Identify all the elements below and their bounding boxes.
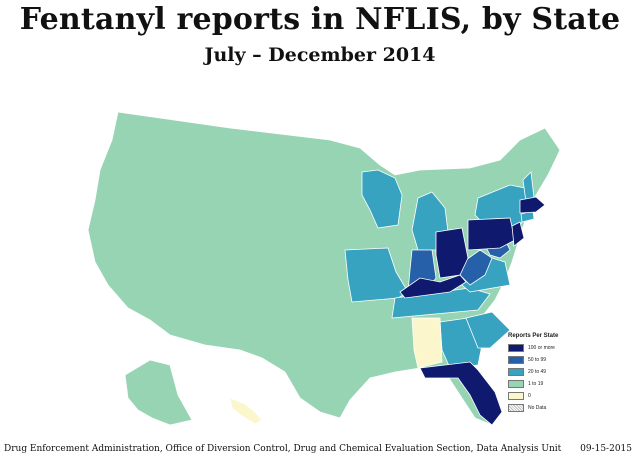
footer: Drug Enforcement Administration, Office … bbox=[4, 444, 636, 454]
state-pennsylvania bbox=[467, 217, 516, 251]
state-new-jersey bbox=[511, 221, 525, 247]
legend-label: No Data bbox=[528, 405, 547, 411]
state-florida bbox=[419, 361, 503, 426]
legend-swatch bbox=[508, 356, 524, 364]
legend-swatch bbox=[508, 368, 524, 376]
legend-item-100-or-more: 100 or more bbox=[508, 342, 578, 354]
state-hawaii bbox=[229, 397, 263, 425]
footer-source: Drug Enforcement Administration, Office … bbox=[4, 444, 562, 454]
state-kentucky bbox=[399, 274, 467, 299]
legend-item-1-to-19: 1 to 19 bbox=[508, 378, 578, 390]
legend-label: 1 to 19 bbox=[528, 381, 544, 387]
legend-item-50-to-99: 50 to 99 bbox=[508, 354, 578, 366]
legend-label: 0 bbox=[528, 393, 531, 399]
legend-swatch bbox=[508, 380, 524, 388]
legend-item-0: 0 bbox=[508, 390, 578, 402]
legend-label: 50 to 99 bbox=[528, 357, 547, 363]
state-wisconsin bbox=[361, 169, 403, 229]
legend-title: Reports Per State bbox=[508, 333, 559, 339]
legend-item-no-data: No Data bbox=[508, 402, 578, 414]
legend-swatch-hatched bbox=[508, 404, 524, 412]
state-alabama bbox=[411, 317, 443, 369]
state-massachusetts bbox=[519, 196, 546, 214]
state-alaska bbox=[124, 359, 193, 426]
legend-swatch bbox=[508, 344, 524, 352]
map-legend: Reports Per State 100 or more 50 to 99 2… bbox=[508, 333, 578, 414]
legend-label: 100 or more bbox=[528, 345, 555, 351]
state-south-carolina bbox=[465, 311, 511, 349]
legend-swatch bbox=[508, 392, 524, 400]
legend-item-20-to-49: 20 to 49 bbox=[508, 366, 578, 378]
map-title: Fentanyl reports in NFLIS, by State bbox=[19, 2, 621, 37]
legend-label: 20 to 49 bbox=[528, 369, 547, 375]
map-subtitle: July – December 2014 bbox=[204, 44, 436, 66]
footer-date: 09-15-2015 bbox=[580, 444, 632, 454]
